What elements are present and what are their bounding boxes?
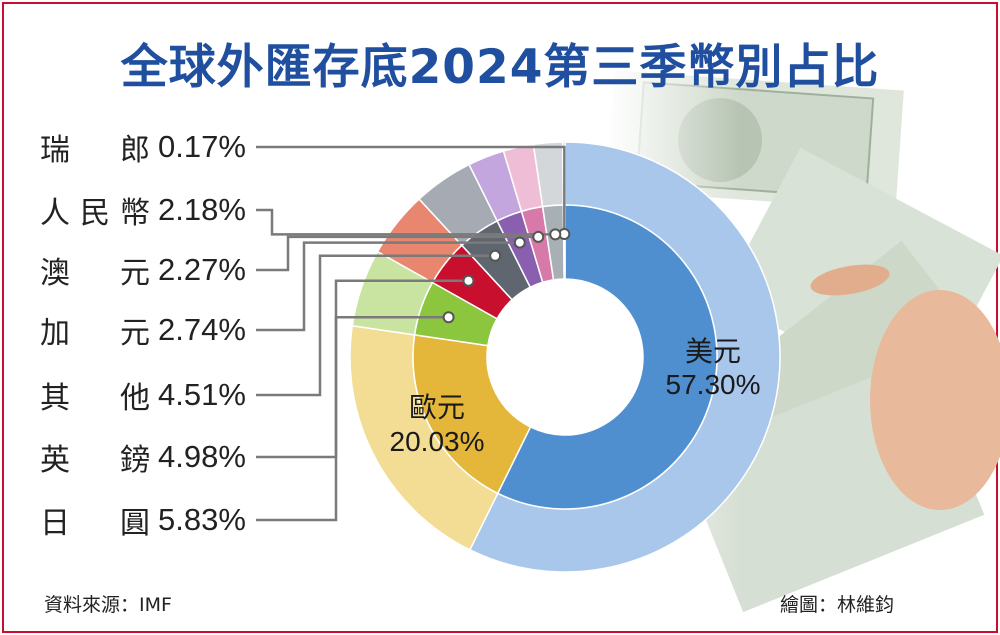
eur-name-label: 歐元 (409, 392, 465, 423)
legend-name: 加 元 (40, 316, 150, 351)
legend-name: 日 圓 (40, 506, 150, 541)
legend-row: 瑞 郎 0.17% (40, 127, 246, 168)
usd-name-label: 美元 (685, 336, 741, 367)
legend-name: 其 他 (40, 381, 150, 416)
legend-row: 英 鎊 4.98% (40, 437, 246, 478)
legend-row: 日 圓 5.83% (40, 500, 246, 541)
legend-row: 人民幣 2.18% (40, 190, 246, 231)
legend-value: 0.17% (158, 129, 246, 164)
legend-value: 2.18% (158, 192, 246, 227)
leader-dot (462, 274, 475, 287)
legend-value: 4.51% (158, 377, 246, 412)
illustrator-credit: 繪圖：林維鈞 (780, 594, 895, 616)
leader-line (256, 208, 556, 236)
legend-value: 4.98% (158, 439, 246, 474)
source-note: 資料來源：IMF (44, 594, 172, 616)
leader-dot (532, 230, 545, 243)
legend-name: 人民幣 (40, 196, 150, 231)
leader-dot (513, 236, 526, 249)
legend-name: 英 鎊 (40, 443, 150, 478)
legend-name: 澳 元 (40, 256, 150, 291)
legend-value: 5.83% (158, 502, 246, 537)
leader-line (256, 145, 566, 235)
eur-value-label: 20.03% (390, 426, 485, 457)
donut-hole (487, 279, 643, 435)
legend-value: 2.27% (158, 252, 246, 287)
leader-dot (549, 228, 562, 241)
legend-name: 瑞 郎 (40, 133, 150, 168)
leader-line (256, 235, 539, 272)
leader-line (256, 254, 496, 397)
leader-dot (489, 249, 502, 262)
usd-value-label: 57.30% (666, 369, 761, 400)
leader-dot (442, 311, 455, 324)
legend-value: 2.74% (158, 312, 246, 347)
legend-row: 澳 元 2.27% (40, 250, 246, 291)
leader-line (256, 241, 520, 332)
chart-title: 全球外匯存底2024第三季幣別占比 (120, 40, 880, 95)
legend-row: 加 元 2.74% (40, 310, 246, 351)
leader-line (256, 316, 449, 522)
legend-row: 其 他 4.51% (40, 375, 246, 416)
